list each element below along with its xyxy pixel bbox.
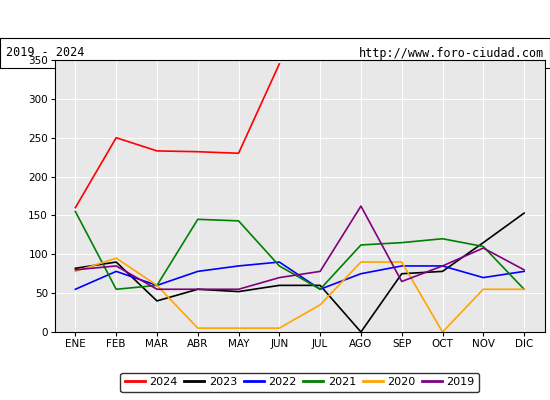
Legend: 2024, 2023, 2022, 2021, 2020, 2019: 2024, 2023, 2022, 2021, 2020, 2019 bbox=[120, 373, 479, 392]
Text: 2019 - 2024: 2019 - 2024 bbox=[6, 46, 84, 60]
Text: http://www.foro-ciudad.com: http://www.foro-ciudad.com bbox=[359, 46, 544, 60]
Text: Evolucion Nº Turistas Nacionales en el municipio de Calicasas: Evolucion Nº Turistas Nacionales en el m… bbox=[49, 12, 501, 26]
